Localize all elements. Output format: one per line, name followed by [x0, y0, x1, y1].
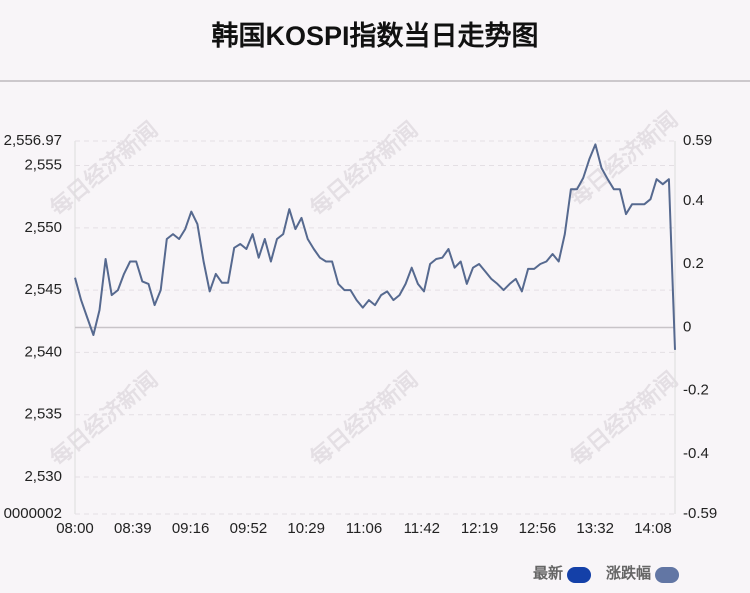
y-tick-label: 2,540: [24, 343, 62, 360]
y2-tick-label: -0.4: [683, 445, 709, 462]
x-tick-label: 11:42: [404, 520, 440, 537]
x-tick-label: 12:19: [461, 520, 499, 537]
legend-label: 涨跌幅: [606, 564, 651, 582]
y-tick-label: 2,550: [24, 219, 62, 236]
x-tick-label: 10:29: [287, 520, 325, 537]
chart-title: 韩国KOSPI指数当日走势图: [211, 21, 538, 51]
legend-swatch: [567, 567, 592, 583]
y2-tick-label: 0.2: [683, 255, 704, 272]
x-tick-label: 13:32: [576, 520, 614, 537]
y-tick-label: 2,545: [24, 281, 62, 298]
x-tick-label: 12:56: [519, 520, 557, 537]
x-tick-label: 08:00: [56, 520, 94, 537]
legend-swatch: [655, 567, 680, 583]
x-tick-label: 08:39: [114, 520, 152, 537]
price-line: [74, 143, 676, 350]
legend-label: 最新: [533, 564, 563, 582]
x-tick-label: 09:52: [230, 520, 268, 537]
y2-tick-label: 0.59: [683, 132, 712, 149]
y-tick-label: 0000002: [4, 505, 62, 522]
x-tick-label: 09:16: [172, 520, 210, 537]
y-tick-label: 2,535: [24, 406, 62, 423]
y2-tick-label: 0.4: [683, 192, 704, 209]
y-tick-label: 2,530: [24, 468, 62, 485]
y2-tick-label: 0: [683, 318, 691, 335]
y2-tick-label: -0.2: [683, 382, 709, 399]
y-tick-label: 2,555: [24, 157, 62, 174]
y-tick-label: 2,556.97: [4, 132, 62, 149]
x-tick-label: 14:08: [634, 520, 672, 537]
y2-tick-label: -0.59: [683, 505, 717, 522]
x-tick-label: 11:06: [346, 520, 382, 537]
